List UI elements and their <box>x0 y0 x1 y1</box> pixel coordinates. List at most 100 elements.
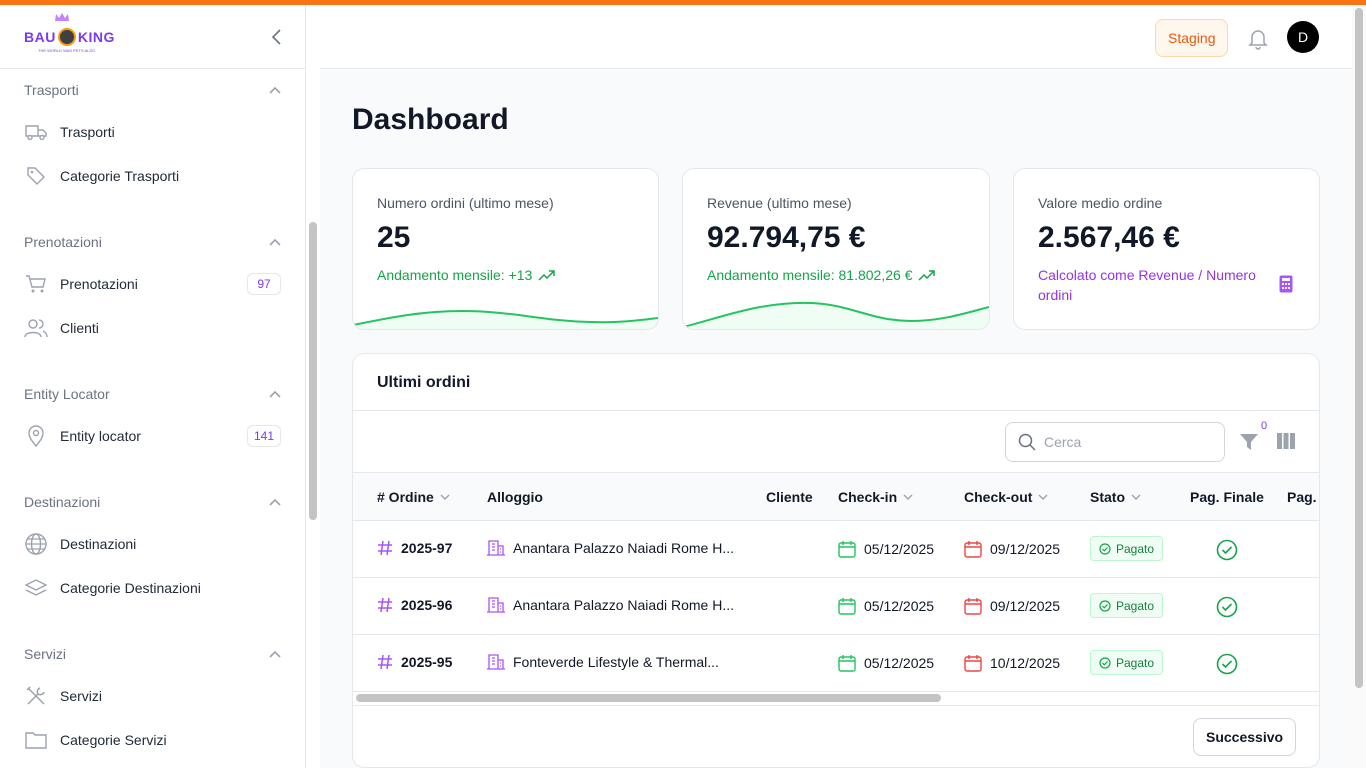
sidebar-item-clienti[interactable]: Clienti <box>24 306 281 350</box>
sidebar-item-label: Categorie Destinazioni <box>60 580 201 596</box>
lodging-name: Fonteverde Lifestyle & Thermal... <box>513 654 719 670</box>
sidebar-item-label: Categorie Trasporti <box>60 168 180 184</box>
stat-label: Revenue (ultimo mese) <box>707 195 852 211</box>
search-box[interactable] <box>1005 422 1225 462</box>
checkin-date: 05/12/2025 <box>864 541 935 557</box>
order-number: 2025-96 <box>401 597 453 613</box>
column-header-order[interactable]: # Ordine <box>377 489 450 505</box>
user-avatar[interactable]: D <box>1287 21 1319 53</box>
sidebar-item-categorie-trasporti[interactable]: Categorie Trasporti <box>24 154 281 198</box>
cart-icon <box>24 272 48 296</box>
checkin-date: 05/12/2025 <box>864 598 935 614</box>
columns-icon[interactable] <box>1277 433 1295 449</box>
table-row[interactable]: 2025-96 Anantara Palazzo Naiadi Rome H..… <box>353 578 1319 635</box>
sidebar-item-servizi[interactable]: Servizi <box>24 674 281 718</box>
group-entity-locator[interactable]: Entity Locator <box>24 374 281 414</box>
group-trasporti[interactable]: Trasporti <box>24 70 281 110</box>
layers-icon <box>24 576 48 600</box>
collapse-sidebar-button[interactable] <box>265 25 289 49</box>
check-circle-icon <box>1216 596 1238 618</box>
users-icon <box>24 316 48 340</box>
stat-card-average-order: Valore medio ordine 2.567,46 € Calcolato… <box>1013 168 1320 330</box>
checkout-date: 10/12/2025 <box>990 655 1061 671</box>
column-label: # Ordine <box>377 489 434 505</box>
globe-icon <box>24 532 48 556</box>
chevron-left-icon <box>271 28 281 45</box>
column-header-checkin[interactable]: Check-in <box>838 489 913 505</box>
bell-icon[interactable] <box>1246 26 1270 50</box>
sidebar-item-entity-locator[interactable]: Entity locator 141 <box>24 414 281 458</box>
panel-title: Ultimi ordini <box>377 374 471 391</box>
truck-icon <box>24 120 48 144</box>
sidebar-item-categorie-servizi[interactable]: Categorie Servizi <box>24 718 281 762</box>
order-cell: 2025-97 <box>377 540 452 556</box>
logo[interactable]: BAU KING THE WORLD WAS PETS ALSO <box>24 12 115 53</box>
checkin-cell: 05/12/2025 <box>838 597 934 615</box>
lodging-cell: Fonteverde Lifestyle & Thermal... <box>487 654 719 670</box>
stat-value: 92.794,75 € <box>707 221 866 254</box>
dog-logo-icon <box>57 27 76 46</box>
order-cell: 2025-96 <box>377 597 452 613</box>
chevron-up-icon <box>269 390 281 398</box>
stat-card-orders: Numero ordini (ultimo mese) 25 Andamento… <box>352 168 659 330</box>
column-label: Check-out <box>964 489 1033 505</box>
sidebar-item-prenotazioni[interactable]: Prenotazioni 97 <box>24 262 281 306</box>
lodging-name: Anantara Palazzo Naiadi Rome H... <box>513 597 734 613</box>
check-circle-icon <box>1216 539 1238 561</box>
brand-top-bar <box>0 0 1366 5</box>
checkout-date: 09/12/2025 <box>990 541 1061 557</box>
group-destinazioni[interactable]: Destinazioni <box>24 482 281 522</box>
building-icon <box>487 654 505 670</box>
status-text: Pagato <box>1116 598 1155 613</box>
map-pin-icon <box>24 424 48 448</box>
group-prenotazioni[interactable]: Prenotazioni <box>24 222 281 262</box>
divider <box>353 705 1319 706</box>
page-title: Dashboard <box>352 103 509 136</box>
sidebar-item-label: Trasporti <box>60 124 115 140</box>
chevron-down-icon <box>903 494 913 500</box>
table-row[interactable]: 2025-97 Anantara Palazzo Naiadi Rome H..… <box>353 521 1319 578</box>
column-header-checkout[interactable]: Check-out <box>964 489 1048 505</box>
checkin-cell: 05/12/2025 <box>838 540 934 558</box>
group-label: Prenotazioni <box>24 234 102 250</box>
search-icon <box>1018 433 1036 451</box>
checkout-cell: 09/12/2025 <box>964 540 1060 558</box>
column-label: Alloggio <box>487 489 543 505</box>
tools-icon <box>24 684 48 708</box>
stat-card-revenue: Revenue (ultimo mese) 92.794,75 € Andame… <box>682 168 990 330</box>
trend-text: Andamento mensile: +13 <box>377 267 533 283</box>
sidebar-item-categorie-destinazioni[interactable]: Categorie Destinazioni <box>24 566 281 610</box>
logo-text-right: KING <box>77 28 115 45</box>
next-page-button[interactable]: Successivo <box>1193 718 1297 756</box>
sidebar-item-label: Entity locator <box>60 428 141 444</box>
column-label: Check-in <box>838 489 898 505</box>
column-header-status[interactable]: Stato <box>1090 489 1141 505</box>
sparkline-revenue <box>683 301 989 329</box>
page-scroll-thumb[interactable] <box>1355 8 1363 688</box>
environment-badge[interactable]: Staging <box>1155 19 1229 57</box>
sidebar-item-trasporti[interactable]: Trasporti <box>24 110 281 154</box>
group-label: Destinazioni <box>24 494 101 510</box>
stat-trend: Andamento mensile: +13 <box>377 267 556 283</box>
chevron-down-icon <box>1131 494 1141 500</box>
chevron-down-icon <box>1038 494 1048 500</box>
group-servizi[interactable]: Servizi <box>24 634 281 674</box>
sidebar-item-destinazioni[interactable]: Destinazioni <box>24 522 281 566</box>
table-row[interactable]: 2025-95 Fonteverde Lifestyle & Thermal..… <box>353 635 1319 692</box>
trending-up-icon <box>538 270 556 281</box>
checkout-cell: 09/12/2025 <box>964 597 1060 615</box>
search-input[interactable] <box>1044 434 1204 450</box>
calendar-icon <box>838 655 856 672</box>
filter-icon[interactable] <box>1239 432 1259 452</box>
divider <box>353 410 1319 411</box>
trending-up-icon <box>918 270 936 281</box>
sidebar-item-label: Categorie Servizi <box>60 732 167 748</box>
group-label: Servizi <box>24 646 67 662</box>
column-header-payment: Pag. <box>1287 489 1317 505</box>
count-badge: 141 <box>246 425 281 447</box>
column-header-lodging: Alloggio <box>487 489 543 505</box>
sidebar-scroll-thumb[interactable] <box>309 222 317 520</box>
column-label: Pag. Finale <box>1190 489 1264 505</box>
table-horizontal-scrollbar[interactable] <box>356 694 941 702</box>
order-number: 2025-95 <box>401 654 453 670</box>
